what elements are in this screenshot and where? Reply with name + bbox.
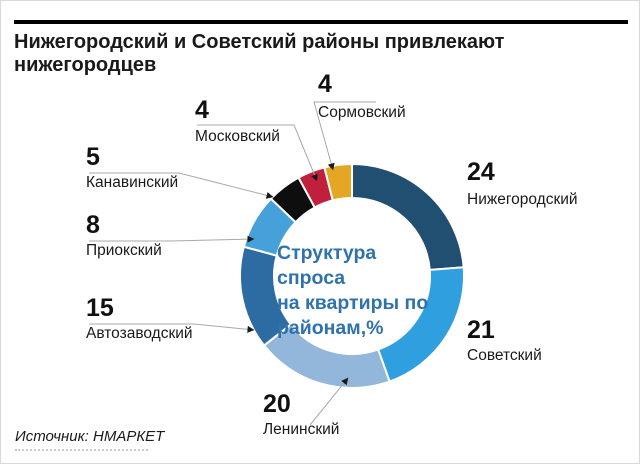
slice-label: 5 Канавинский — [86, 144, 178, 191]
slice-value: 15 — [86, 294, 114, 322]
slice-value: 21 — [467, 316, 495, 344]
slice-name: Автозаводский — [86, 325, 193, 342]
slice-label: 21 Советский — [467, 317, 542, 364]
slice-name: Советский — [467, 347, 542, 364]
slice-value: 20 — [263, 390, 291, 418]
slice-label: 15 Автозаводский — [86, 295, 193, 342]
center-label-line: районам,% — [277, 317, 384, 339]
slice-name: Нижегородский — [467, 191, 578, 208]
slice-name: Московский — [195, 128, 280, 145]
slice-label: 4 Сормовский — [318, 71, 406, 121]
slice-label: 20 Ленинский — [263, 391, 339, 438]
leader-line — [89, 172, 274, 199]
center-label-line: Структура спроса — [277, 242, 377, 289]
top-rule — [14, 20, 628, 24]
slice-name: Приокский — [86, 242, 162, 259]
source-note: Источник: НМАРКЕТ — [15, 428, 165, 445]
slice-label: 8 Приокский — [86, 212, 162, 259]
slice-value: 24 — [467, 158, 495, 186]
donut-center-label: Структура спроса на квартиры по районам,… — [277, 241, 447, 341]
slice-label: 4 Московский — [195, 97, 280, 145]
slice-value: 4 — [318, 70, 332, 98]
slice-value: 4 — [195, 96, 209, 124]
leader-line — [309, 377, 349, 426]
chart-title: Нижегородский и Советский районы привлек… — [14, 31, 505, 76]
slice-value: 8 — [86, 211, 100, 239]
slice-value: 5 — [86, 143, 100, 171]
slice-name: Сормовский — [318, 104, 406, 121]
dotted-divider — [15, 449, 148, 451]
center-label-line: на квартиры по — [277, 292, 429, 314]
leader-line — [89, 323, 255, 333]
slice-name: Канавинский — [86, 174, 179, 191]
leader-line — [313, 101, 376, 171]
leader-line — [197, 124, 318, 182]
slice-name: Ленинский — [263, 421, 340, 438]
leader-line — [89, 235, 255, 243]
slice-label: 24 Нижегородский — [467, 159, 578, 208]
